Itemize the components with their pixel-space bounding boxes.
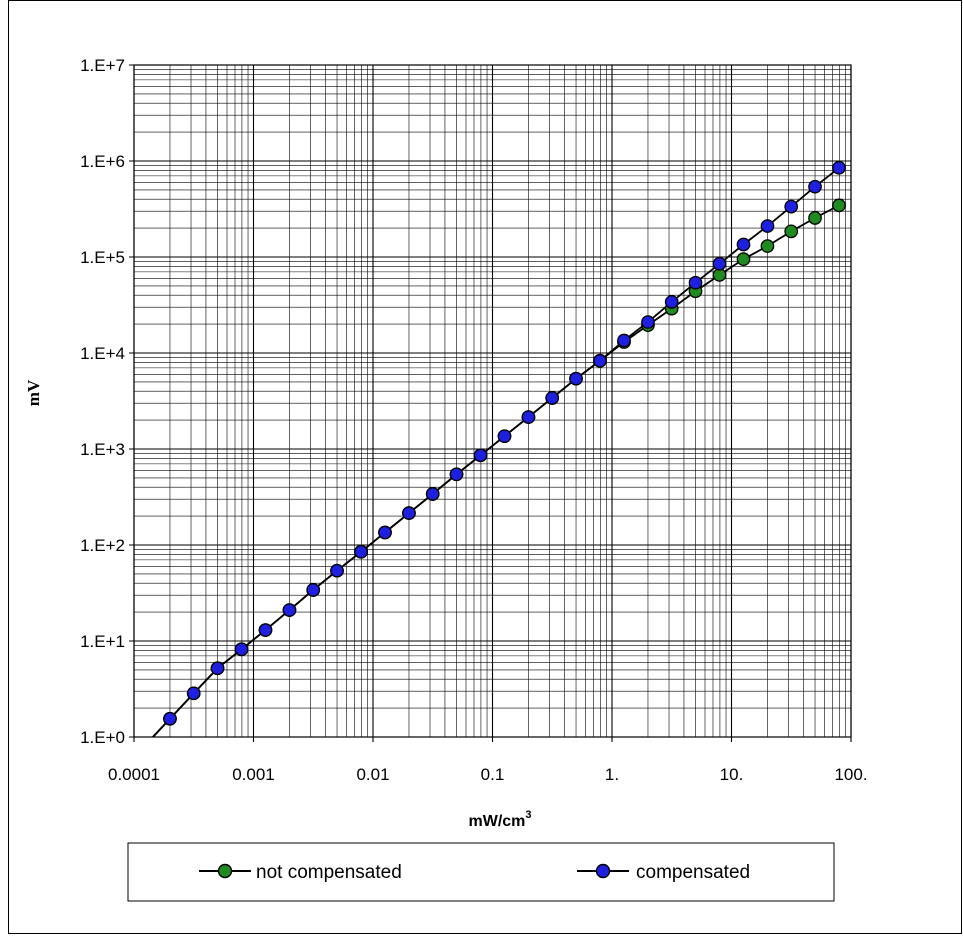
y-tick-label: 1.E+2 xyxy=(80,536,125,555)
plot-area-border xyxy=(133,64,852,738)
y-tick-label: 1.E+4 xyxy=(80,344,125,363)
chart-frame: 0.0001 0.001 0.01 0.1 1. 10. 100. 1.E+0 1.E+1 1.… xyxy=(8,0,962,934)
x-tick-label: 100. xyxy=(834,765,867,784)
x-axis-label-superscript: 3 xyxy=(525,809,531,821)
major-grid xyxy=(129,64,852,742)
x-tick-label: 0.01 xyxy=(356,765,389,784)
data-point-compensated xyxy=(234,642,249,657)
data-point-compensated xyxy=(402,506,416,520)
data-point-compensated xyxy=(664,295,679,309)
data-point-compensated xyxy=(688,275,703,290)
data-point-compensated xyxy=(282,603,297,617)
data-point-compensated xyxy=(736,237,751,252)
data-point-compensated xyxy=(712,256,727,271)
data-point-compensated xyxy=(306,583,321,597)
data-point-compensated xyxy=(378,525,392,540)
x-tick-label: 0.001 xyxy=(232,765,275,784)
data-point-compensated xyxy=(569,371,583,386)
data-point-compensated xyxy=(617,333,631,348)
series-lines xyxy=(152,167,840,738)
data-point-compensated xyxy=(593,353,607,368)
legend-marker-compensated xyxy=(595,863,611,879)
legend-entry-not-compensated: not compensated xyxy=(199,862,402,883)
legend-entry-compensated: compensated xyxy=(577,862,750,883)
data-point-compensated xyxy=(354,544,368,559)
y-tick-labels: 1.E+0 1.E+1 1.E+2 1.E+3 1.E+4 1.E+5 1.E+6 1.E+7 xyxy=(80,56,125,747)
data-point-compensated xyxy=(784,199,799,214)
log-log-chart: 0.0001 0.001 0.01 0.1 1. 10. 100. 1.E+01.E+11.… xyxy=(24,56,868,902)
data-point-compensated xyxy=(808,179,822,194)
series-line-compensated xyxy=(152,167,840,738)
x-axis-label: mW/cm3 xyxy=(468,809,531,830)
legend-label-compensated: compensated xyxy=(636,862,750,883)
data-point-compensated xyxy=(186,686,201,701)
data-point-compensated xyxy=(497,429,512,444)
y-tick-label: 1.E+0 xyxy=(80,728,125,747)
y-axis-label: mV xyxy=(24,379,43,406)
data-point-compensated xyxy=(760,219,775,233)
data-point-compensated xyxy=(641,315,655,329)
legend-box xyxy=(127,842,835,902)
series-points xyxy=(163,160,846,726)
data-point-compensated xyxy=(545,391,560,405)
y-tick-label: 1.E+7 xyxy=(80,56,125,75)
data-point-compensated xyxy=(449,467,464,482)
x-axis-label-text: mW/cm xyxy=(468,813,525,830)
legend-marker-not-compensated xyxy=(217,863,233,879)
y-tick-label: 1.E+1 xyxy=(80,632,125,651)
x-tick-label: 1. xyxy=(605,765,619,784)
data-point-compensated xyxy=(210,661,225,676)
data-point-compensated xyxy=(258,623,273,637)
data-point-compensated xyxy=(473,448,488,463)
data-point-not-compensated xyxy=(784,224,799,239)
x-tick-label: 10. xyxy=(720,765,744,784)
data-point-compensated xyxy=(330,563,344,578)
data-point-not-compensated xyxy=(832,198,846,213)
data-point-not-compensated xyxy=(760,239,775,253)
data-point-compensated xyxy=(425,487,440,501)
data-point-compensated xyxy=(163,711,177,726)
legend: not compensated compensated xyxy=(127,842,835,902)
data-point-compensated xyxy=(832,160,846,175)
x-tick-label: 0.1 xyxy=(481,765,505,784)
legend-label-not-compensated: not compensated xyxy=(256,862,402,883)
series-line-not-compensated xyxy=(152,204,840,738)
y-tick-label: 1.E+3 xyxy=(80,440,125,459)
data-point-compensated xyxy=(521,410,536,424)
y-tick-label: 1.E+6 xyxy=(80,152,125,171)
x-tick-labels: 0.0001 0.001 0.01 0.1 1. 10. 100. xyxy=(108,765,868,784)
data-point-not-compensated xyxy=(736,252,751,266)
x-tick-label: 0.0001 xyxy=(108,765,160,784)
y-tick-label: 1.E+5 xyxy=(80,248,125,267)
data-point-not-compensated xyxy=(808,211,822,225)
